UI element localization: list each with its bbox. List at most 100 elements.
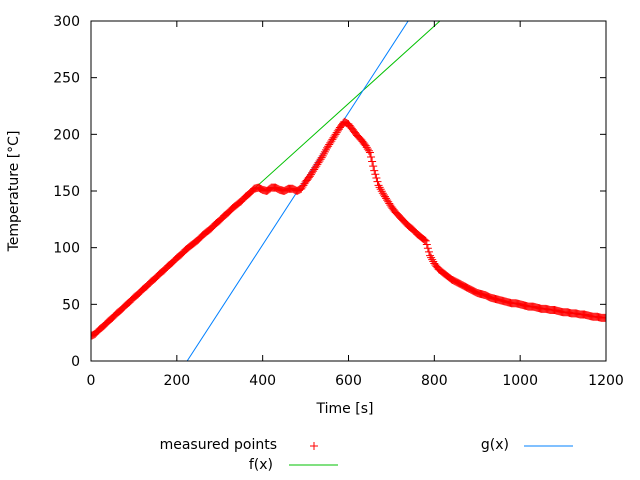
data-point — [309, 167, 318, 176]
data-point — [420, 236, 429, 245]
data-point — [472, 288, 481, 297]
y-tick-label: 50 — [62, 297, 80, 313]
data-point — [483, 292, 492, 301]
data-point — [457, 280, 466, 289]
data-point — [470, 287, 479, 296]
data-point — [461, 282, 470, 291]
data-point — [329, 133, 338, 142]
data-point — [447, 275, 456, 284]
data-point — [305, 172, 314, 181]
data-point — [377, 187, 386, 196]
data-point — [369, 162, 378, 171]
data-point — [294, 186, 303, 195]
data-point — [326, 138, 335, 147]
data-point — [310, 165, 319, 174]
data-point — [452, 278, 461, 287]
data-point — [91, 331, 97, 340]
data-point — [364, 146, 373, 155]
data-point — [451, 277, 460, 286]
measured-points — [91, 117, 606, 341]
data-point — [458, 281, 467, 290]
data-point — [314, 158, 323, 167]
data-point — [426, 251, 435, 260]
data-point — [91, 332, 95, 341]
x-tick-label: 1000 — [502, 373, 538, 389]
data-point — [256, 184, 265, 193]
x-tick-label: 600 — [335, 373, 362, 389]
data-point — [372, 173, 381, 182]
data-point — [385, 199, 394, 208]
data-point — [288, 184, 297, 193]
x-tick-label: 800 — [421, 373, 448, 389]
data-point — [249, 185, 258, 194]
legend-label-measured: measured points — [160, 437, 277, 453]
data-point — [308, 168, 317, 177]
data-point — [265, 185, 274, 194]
legend-marker-measured — [310, 442, 318, 450]
data-point — [450, 277, 459, 286]
data-point — [255, 184, 264, 193]
data-point — [323, 143, 332, 152]
data-point — [282, 185, 291, 194]
data-point — [459, 281, 468, 290]
legend-label-f: f(x) — [249, 457, 273, 473]
data-point — [362, 143, 371, 152]
data-point — [383, 196, 392, 205]
data-point — [315, 156, 324, 165]
data-point — [378, 189, 387, 198]
data-point — [465, 285, 474, 294]
data-point — [368, 157, 377, 166]
data-point — [293, 187, 301, 195]
y-axis-label: Temperature [°C] — [6, 131, 22, 253]
data-point — [485, 292, 494, 301]
data-point — [482, 291, 491, 300]
data-point — [449, 276, 458, 285]
data-point — [320, 147, 329, 156]
data-point — [313, 160, 322, 169]
data-point — [331, 130, 340, 139]
data-point — [324, 142, 333, 151]
data-point — [448, 275, 457, 284]
data-point — [365, 148, 374, 157]
data-point — [455, 279, 464, 288]
data-point — [463, 283, 472, 292]
data-point — [330, 132, 339, 141]
data-point — [370, 166, 379, 175]
data-point — [468, 286, 477, 295]
data-point — [428, 255, 437, 264]
data-point — [374, 181, 383, 190]
data-point — [427, 253, 436, 262]
data-point — [321, 145, 330, 154]
data-point — [367, 153, 376, 161]
legend-label-g: g(x) — [481, 437, 509, 453]
x-tick-label: 1200 — [588, 373, 624, 389]
legend: measured points f(x) g(x) — [160, 437, 573, 473]
data-point — [317, 153, 326, 162]
data-point — [340, 117, 349, 126]
data-point — [422, 240, 431, 249]
y-tick-label: 200 — [53, 127, 80, 143]
data-point — [460, 282, 469, 291]
data-point — [380, 192, 389, 201]
data-point — [456, 279, 465, 288]
data-point — [423, 244, 432, 253]
data-point — [254, 183, 263, 192]
data-point — [462, 283, 471, 292]
data-point — [257, 185, 266, 194]
data-point — [299, 181, 308, 190]
data-point — [466, 285, 475, 294]
data-point — [382, 194, 391, 203]
y-tick-label: 300 — [53, 14, 80, 30]
data-point — [297, 184, 306, 193]
data-point — [419, 235, 428, 244]
data-point — [467, 286, 476, 295]
data-point — [306, 170, 315, 179]
data-point — [453, 278, 462, 287]
data-point — [274, 185, 283, 194]
data-point — [281, 186, 290, 195]
data-point — [363, 145, 372, 154]
data-point — [481, 291, 490, 300]
x-tick-label: 400 — [249, 373, 276, 389]
data-point — [273, 184, 282, 193]
